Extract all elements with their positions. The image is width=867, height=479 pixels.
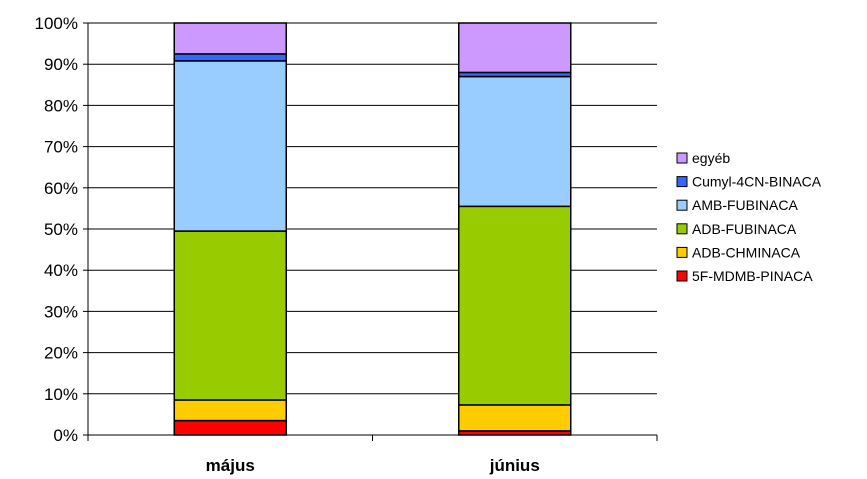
x-tick-labels: május június [206, 456, 540, 475]
legend-item: Cumyl-4CN-BINACA [677, 174, 822, 190]
legend-label: ADB-FUBINACA [692, 221, 797, 237]
y-tick-label: 50% [44, 220, 78, 239]
bar-segment [459, 77, 571, 207]
legend: egyéb Cumyl-4CN-BINACA AMB-FUBINACA ADB-FUB… [677, 150, 822, 284]
legend-swatch [677, 271, 687, 281]
legend-label: Cumyl-4CN-BINACA [692, 174, 822, 190]
y-tick-label: 70% [44, 138, 78, 157]
legend-label: AMB-FUBINACA [692, 197, 798, 213]
bar-segment [174, 23, 286, 54]
legend-item: ADB-FUBINACA [677, 221, 797, 237]
x-tick-label: június [489, 456, 540, 475]
legend-swatch [677, 224, 687, 234]
bar-segment [459, 23, 571, 72]
bar-segment [174, 400, 286, 421]
bar-segment [459, 206, 571, 405]
legend-item: AMB-FUBINACA [677, 197, 798, 213]
legend-label: 5F-MDMB-PINACA [692, 268, 813, 284]
bar-segment [459, 405, 571, 431]
legend-swatch [677, 200, 687, 210]
bar-segment [174, 421, 286, 435]
y-tick-label: 0% [53, 426, 78, 445]
legend-swatch [677, 177, 687, 187]
x-tick-label: május [206, 456, 255, 475]
legend-swatch [677, 247, 687, 257]
y-tick-label: 100% [35, 14, 78, 33]
legend-swatch [677, 153, 687, 163]
y-tick-label: 80% [44, 96, 78, 115]
bar-segment [174, 54, 286, 61]
y-tick-label: 90% [44, 55, 78, 74]
legend-item: 5F-MDMB-PINACA [677, 268, 813, 284]
y-tick-label: 60% [44, 179, 78, 198]
legend-item: egyéb [677, 150, 730, 166]
y-tick-label: 30% [44, 302, 78, 321]
y-tick-labels: 0% 10% 20% 30% 40% 50% 60% 70% 80% 90% 100% [35, 14, 78, 445]
legend-label: egyéb [692, 150, 730, 166]
legend-item: ADB-CHMINACA [677, 244, 801, 260]
y-tick-label: 10% [44, 385, 78, 404]
y-tick-label: 20% [44, 344, 78, 363]
bar-segment [174, 231, 286, 400]
y-tick-label: 40% [44, 261, 78, 280]
gridlines [88, 23, 657, 394]
bar-segment [174, 61, 286, 231]
legend-label: ADB-CHMINACA [692, 244, 801, 260]
